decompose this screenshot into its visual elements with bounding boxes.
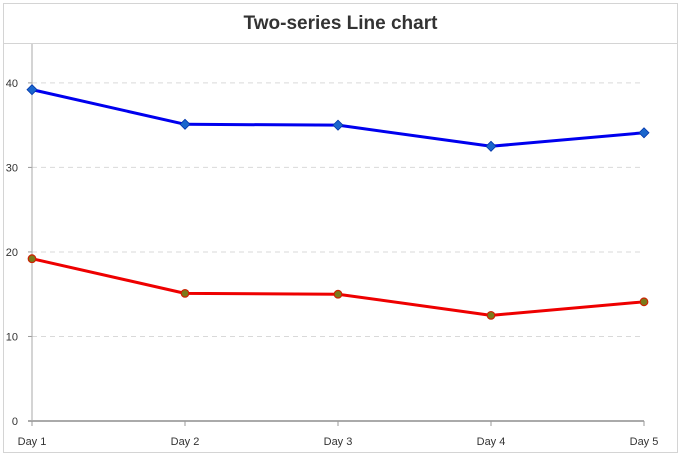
x-tick-label: Day 4 — [477, 436, 506, 448]
series-1-point — [638, 127, 650, 139]
series-line-2 — [31, 257, 645, 317]
title-bar: Two-series Line chart — [4, 4, 677, 44]
x-tick-label: Day 5 — [630, 436, 659, 448]
chart-title: Two-series Line chart — [243, 12, 438, 34]
series-1-point — [179, 118, 191, 130]
y-tick-label: 40 — [6, 78, 18, 90]
series-2-point — [180, 288, 190, 298]
y-tick-label: 10 — [6, 331, 18, 343]
chart-frame: Two-series Line chart — [3, 3, 678, 453]
x-tick-label: Day 2 — [171, 436, 200, 448]
series-2-point — [639, 297, 649, 307]
series-2-point — [27, 254, 37, 264]
series-1-point — [26, 84, 38, 96]
series-1-point — [485, 140, 497, 152]
x-tick-label: Day 3 — [324, 436, 353, 448]
series-line-1 — [31, 88, 645, 148]
x-tick-label: Day 1 — [18, 436, 47, 448]
series-1-point — [332, 119, 344, 131]
series-2-point — [333, 289, 343, 299]
series-2-point — [486, 310, 496, 320]
y-tick-label: 0 — [12, 416, 18, 428]
y-tick-label: 30 — [6, 162, 18, 174]
y-tick-label: 20 — [6, 247, 18, 259]
